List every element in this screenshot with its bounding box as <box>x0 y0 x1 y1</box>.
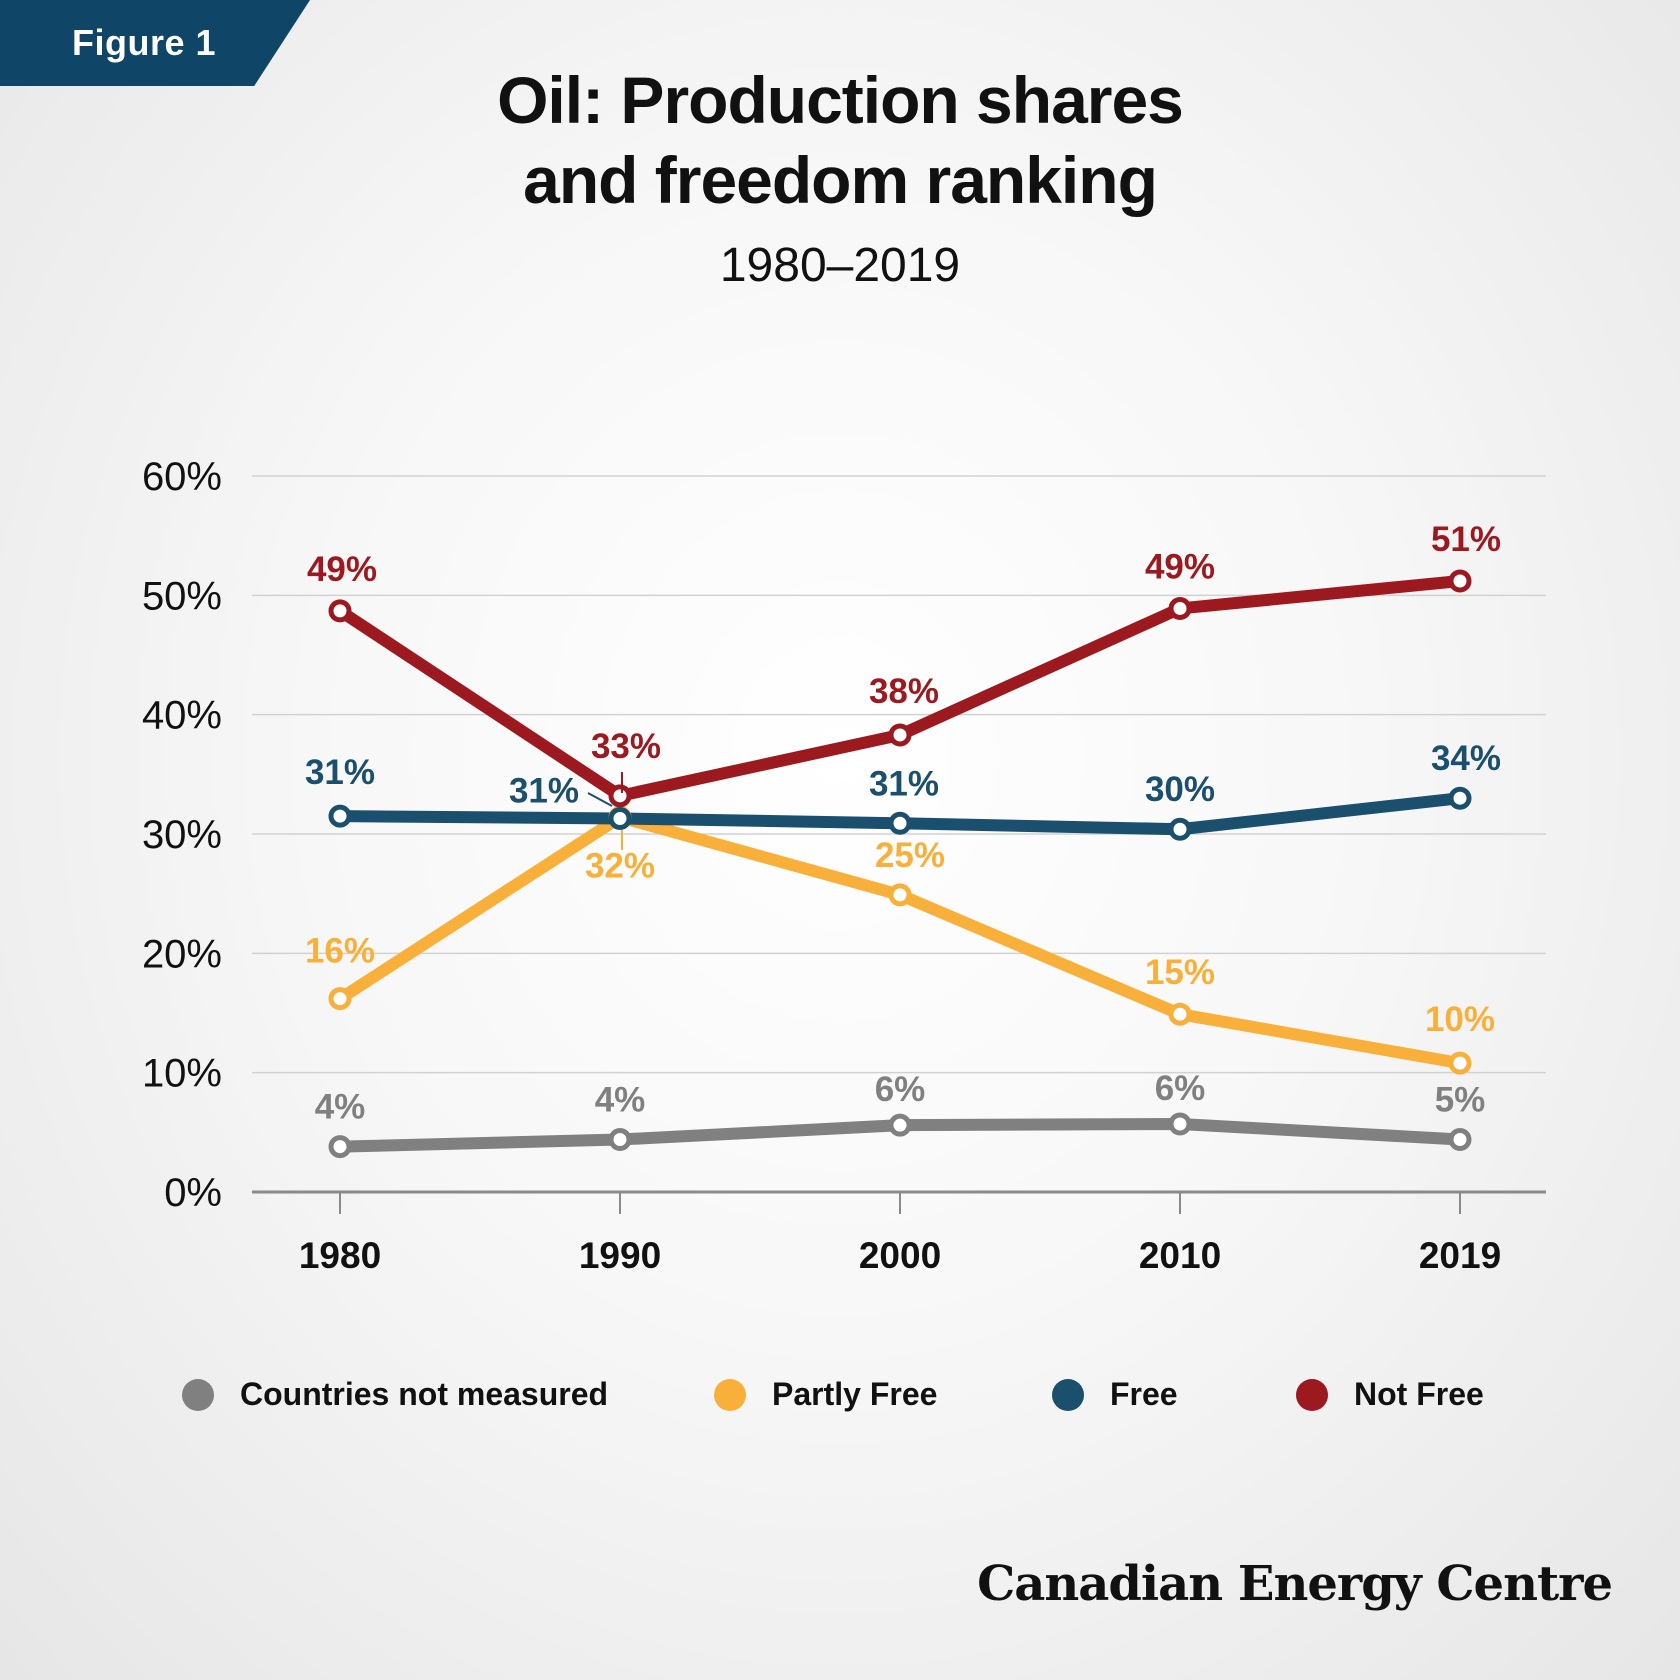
data-point <box>1168 1002 1192 1026</box>
data-point <box>608 784 632 808</box>
data-point <box>328 599 352 623</box>
data-point <box>328 1135 352 1159</box>
y-tick-label: 50% <box>142 574 222 618</box>
y-tick-label: 20% <box>142 932 222 976</box>
brand-logo: Canadian Energy Centre <box>977 1556 1613 1612</box>
figure-tag: Figure 1 <box>0 0 310 86</box>
data-label: 31% <box>305 753 375 792</box>
data-point <box>1168 596 1192 620</box>
data-point <box>608 1127 632 1151</box>
data-point <box>1448 569 1472 593</box>
legend-swatch <box>1296 1378 1328 1411</box>
data-label: 32% <box>585 846 655 885</box>
data-label: 49% <box>307 550 377 589</box>
data-label: 51% <box>1431 520 1501 559</box>
data-point <box>1448 1127 1472 1151</box>
legend-swatch <box>182 1378 214 1411</box>
data-label: 15% <box>1145 953 1215 992</box>
chart-subtitle: 1980–2019 <box>719 239 961 292</box>
y-tick-label: 0% <box>164 1171 222 1215</box>
data-label: 5% <box>1435 1080 1486 1119</box>
x-tick-label: 2000 <box>859 1235 941 1276</box>
legend-swatch <box>1052 1378 1084 1411</box>
y-tick-label: 60% <box>142 455 222 499</box>
data-label: 10% <box>1425 1000 1495 1039</box>
data-label: 4% <box>595 1080 646 1119</box>
x-tick-label: 1990 <box>579 1235 661 1276</box>
data-label: 25% <box>875 836 945 875</box>
legend-item: Countries not measured <box>182 1376 608 1413</box>
legend-label: Partly Free <box>772 1376 938 1412</box>
data-labels: 4% 4% 6% 6% 5% 16% 32% 25% 15% 10% 31% 31% 31% 30% 34%… <box>305 520 1501 1127</box>
legend: Countries not measured Partly Free Free Not… <box>0 1376 1680 1426</box>
x-tick-label: 2010 <box>1139 1235 1221 1276</box>
legend-item: Not Free <box>1296 1376 1484 1413</box>
y-tick-label: 40% <box>142 694 222 738</box>
legend-item: Free <box>1052 1376 1178 1413</box>
y-axis: 0% 10% 20% 30% 40% 50% 60% <box>142 455 222 1215</box>
data-point <box>1448 1051 1472 1075</box>
data-point <box>888 1113 912 1137</box>
data-label: 34% <box>1431 739 1501 778</box>
data-point <box>328 987 352 1011</box>
chart-title: Oil: Production shares and freedom ranki… <box>0 60 1680 220</box>
data-label: 16% <box>305 932 375 971</box>
data-label: 4% <box>315 1088 366 1127</box>
data-label: 31% <box>869 764 939 803</box>
y-tick-label: 30% <box>142 813 222 857</box>
data-point <box>1448 786 1472 810</box>
chart-title-text: Oil: Production shares and freedom ranki… <box>497 63 1184 217</box>
data-label: 49% <box>1145 547 1215 586</box>
x-tick-label: 2019 <box>1419 1235 1501 1276</box>
data-point <box>888 723 912 747</box>
legend-label: Free <box>1110 1376 1178 1412</box>
legend-swatch <box>714 1378 746 1411</box>
data-label: 6% <box>875 1070 926 1109</box>
data-label: 33% <box>591 727 661 766</box>
x-axis: 1980 1990 2000 2010 2019 <box>299 1192 1501 1276</box>
data-label: 31% <box>509 771 579 810</box>
data-point <box>1168 817 1192 841</box>
data-label: 38% <box>869 672 939 711</box>
series-group <box>328 569 1472 1159</box>
data-point <box>1168 1112 1192 1136</box>
figure-label: Figure 1 <box>72 22 217 63</box>
legend-label: Not Free <box>1354 1376 1484 1412</box>
data-point <box>888 883 912 907</box>
data-point <box>328 804 352 828</box>
data-label: 30% <box>1145 770 1215 809</box>
y-tick-label: 10% <box>142 1052 222 1096</box>
legend-label: Countries not measured <box>240 1376 609 1412</box>
leader-line <box>587 792 613 807</box>
data-point <box>608 806 632 830</box>
data-point <box>888 811 912 835</box>
x-tick-label: 1980 <box>299 1235 381 1276</box>
data-label: 6% <box>1155 1069 1206 1108</box>
legend-item: Partly Free <box>714 1376 937 1413</box>
